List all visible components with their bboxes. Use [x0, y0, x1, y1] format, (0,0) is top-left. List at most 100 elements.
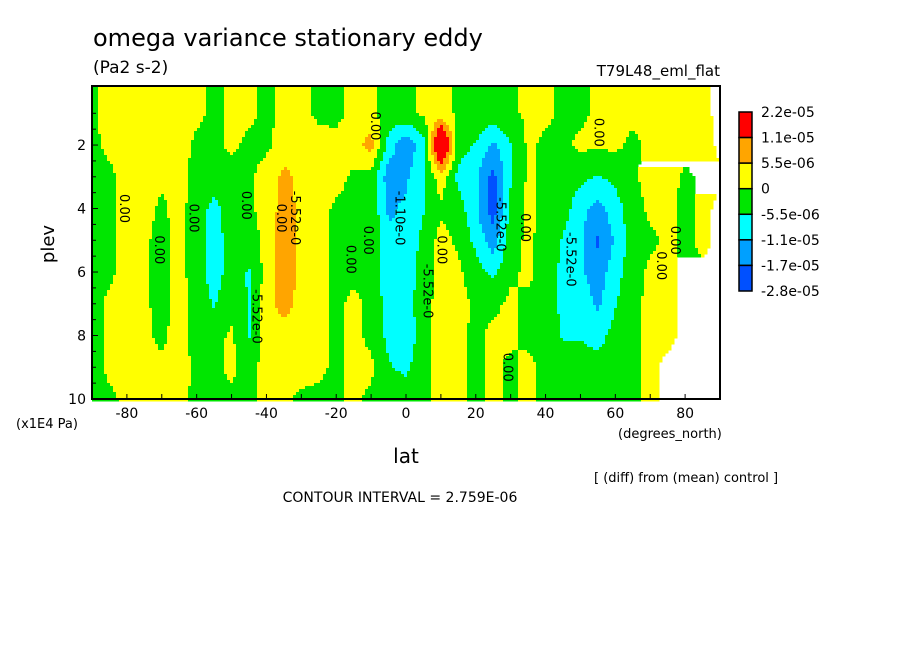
contour-cell — [536, 374, 642, 378]
contour-cell — [677, 197, 696, 201]
contour-cell — [503, 131, 525, 135]
contour-cell — [551, 122, 585, 126]
contour-cell — [188, 299, 213, 303]
contour-cell — [431, 299, 471, 303]
contour-cell — [437, 167, 447, 171]
contour-cell — [641, 341, 675, 345]
contour-cell — [467, 371, 486, 375]
contour-cell — [479, 212, 489, 216]
contour-cell — [641, 302, 678, 306]
contour-cell — [521, 254, 534, 258]
contour-cell — [92, 344, 105, 348]
contour-cell — [113, 170, 189, 174]
contour-cell — [485, 347, 519, 351]
contour-cell — [536, 386, 642, 390]
contour-cell — [524, 122, 552, 126]
contour-cell — [488, 197, 498, 201]
contour-cell — [365, 392, 432, 396]
contour-cell — [500, 230, 507, 234]
contour-cell — [170, 239, 186, 243]
contour-cell — [590, 284, 606, 288]
contour-cell — [275, 284, 297, 288]
contour-cell — [506, 230, 525, 234]
contour-cell — [206, 236, 225, 240]
contour-cell — [590, 101, 711, 105]
contour-cell — [458, 182, 480, 186]
contour-cell — [626, 140, 642, 144]
contour-cell — [434, 242, 453, 246]
contour-cell — [260, 359, 330, 363]
contour-cell — [251, 311, 261, 315]
contour-cell — [536, 362, 642, 366]
contour-cell — [467, 329, 486, 333]
contour-cell — [425, 203, 465, 207]
contour-cell — [152, 308, 171, 312]
contour-cell — [485, 392, 504, 396]
contour-cell — [386, 167, 411, 171]
contour-cell — [92, 164, 114, 168]
contour-cell — [644, 269, 678, 273]
contour-cell — [275, 95, 312, 99]
contour-cell — [92, 377, 108, 381]
contour-cell — [500, 305, 519, 309]
contour-cell — [626, 239, 660, 243]
contour-cell — [344, 305, 363, 309]
contour-cell — [503, 251, 522, 255]
contour-cell — [152, 329, 168, 333]
contour-cell — [392, 362, 411, 366]
contour-cell — [257, 362, 330, 366]
contour-cell — [158, 200, 168, 204]
contour-cell — [533, 263, 558, 267]
contour-cell — [185, 266, 207, 270]
contour-cell — [485, 380, 504, 384]
contour-cell — [275, 89, 312, 93]
contour-cell — [479, 173, 492, 177]
contour-cell — [677, 200, 696, 204]
contour-cell — [275, 293, 294, 297]
contour-cell — [224, 137, 243, 141]
contour-cell — [275, 245, 297, 249]
contour-cell — [641, 323, 678, 327]
contour-cell — [188, 326, 231, 330]
contour-cell — [98, 119, 204, 123]
contour-cell — [485, 239, 498, 243]
contour-cell — [518, 347, 594, 351]
contour-cell — [446, 182, 459, 186]
contour-cell — [572, 203, 594, 207]
contour-cell — [230, 326, 234, 330]
contour-cell — [344, 365, 375, 369]
contour-cell — [410, 368, 432, 372]
contour-cell — [509, 206, 525, 210]
contour-cell — [344, 359, 375, 363]
contour-cell — [626, 137, 639, 141]
contour-cell — [518, 296, 558, 300]
contour-cell — [656, 230, 678, 234]
contour-cell — [206, 260, 225, 264]
contour-cell — [329, 326, 345, 330]
contour-cell — [149, 272, 171, 276]
contour-cell — [449, 230, 471, 234]
contour-cell — [416, 95, 453, 99]
contour-cell — [380, 128, 393, 132]
contour-cell — [188, 350, 225, 354]
x-tick-label: -80 — [115, 406, 138, 422]
contour-cell — [677, 194, 696, 198]
contour-label: -5.52e-0 — [287, 191, 302, 246]
contour-cell — [641, 338, 675, 342]
contour-cell — [536, 224, 567, 228]
contour-cell — [641, 332, 678, 336]
contour-cell — [506, 242, 522, 246]
contour-cell — [437, 179, 447, 183]
contour-cell — [458, 170, 480, 174]
contour-cell — [416, 275, 435, 279]
contour-cell — [104, 299, 150, 303]
contour-cell — [698, 248, 708, 252]
contour-cell — [599, 308, 615, 312]
contour-cell — [431, 152, 438, 156]
contour-cell — [488, 245, 498, 249]
contour-cell — [110, 287, 150, 291]
contour-cell — [434, 296, 468, 300]
contour-cell — [116, 392, 189, 396]
contour-cell — [425, 197, 441, 201]
